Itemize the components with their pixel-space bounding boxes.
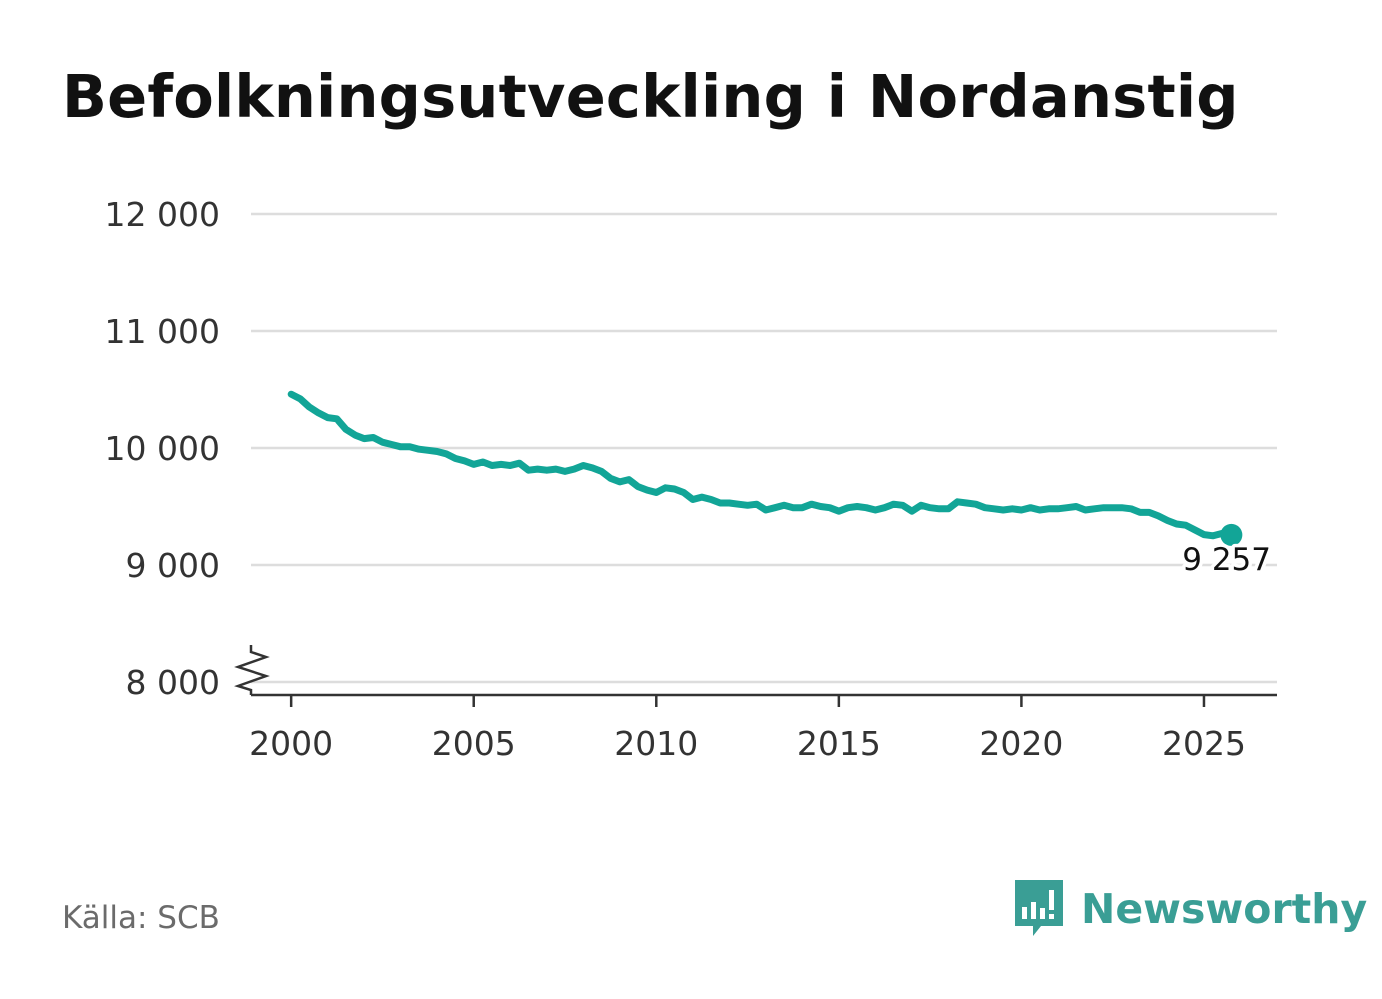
brand-logo: Newsworthy [1011,878,1367,940]
x-tick-label: 2020 [979,724,1063,763]
x-axis [234,645,1277,697]
y-axis-ticks: 8 000 9 000 10 000 11 000 12 000 [105,195,220,702]
series-line-befolkning [287,390,1235,540]
x-tick-label: 2010 [614,724,698,763]
end-point-marker [1220,523,1243,546]
x-tick-label: 2000 [249,724,333,763]
line-chart: 8 000 9 000 10 000 11 000 12 000 2000 2005 201… [105,195,1277,763]
y-tick-label: 11 000 [105,312,220,351]
x-axis-ticks: 2000 2005 2010 2015 2020 2025 [249,695,1246,763]
y-tick-label: 10 000 [105,429,220,468]
page-title: Befolkningsutveckling i Nordanstig [62,62,1239,131]
end-value-label: 9 257 [1182,542,1271,578]
y-tick-label: 8 000 [126,663,220,702]
y-tick-label: 12 000 [105,195,220,234]
x-tick-label: 2005 [432,724,516,763]
end-annotation: 9 257 [1179,523,1275,582]
y-tick-label: 9 000 [126,546,220,585]
brand-name: Newsworthy [1081,885,1368,933]
newsworthy-logo-icon [1015,880,1063,936]
data-series [287,390,1235,540]
axis-break-icon [234,645,270,695]
x-tick-label: 2025 [1162,724,1246,763]
source-note: Källa: SCB [62,900,220,936]
x-tick-label: 2015 [797,724,881,763]
